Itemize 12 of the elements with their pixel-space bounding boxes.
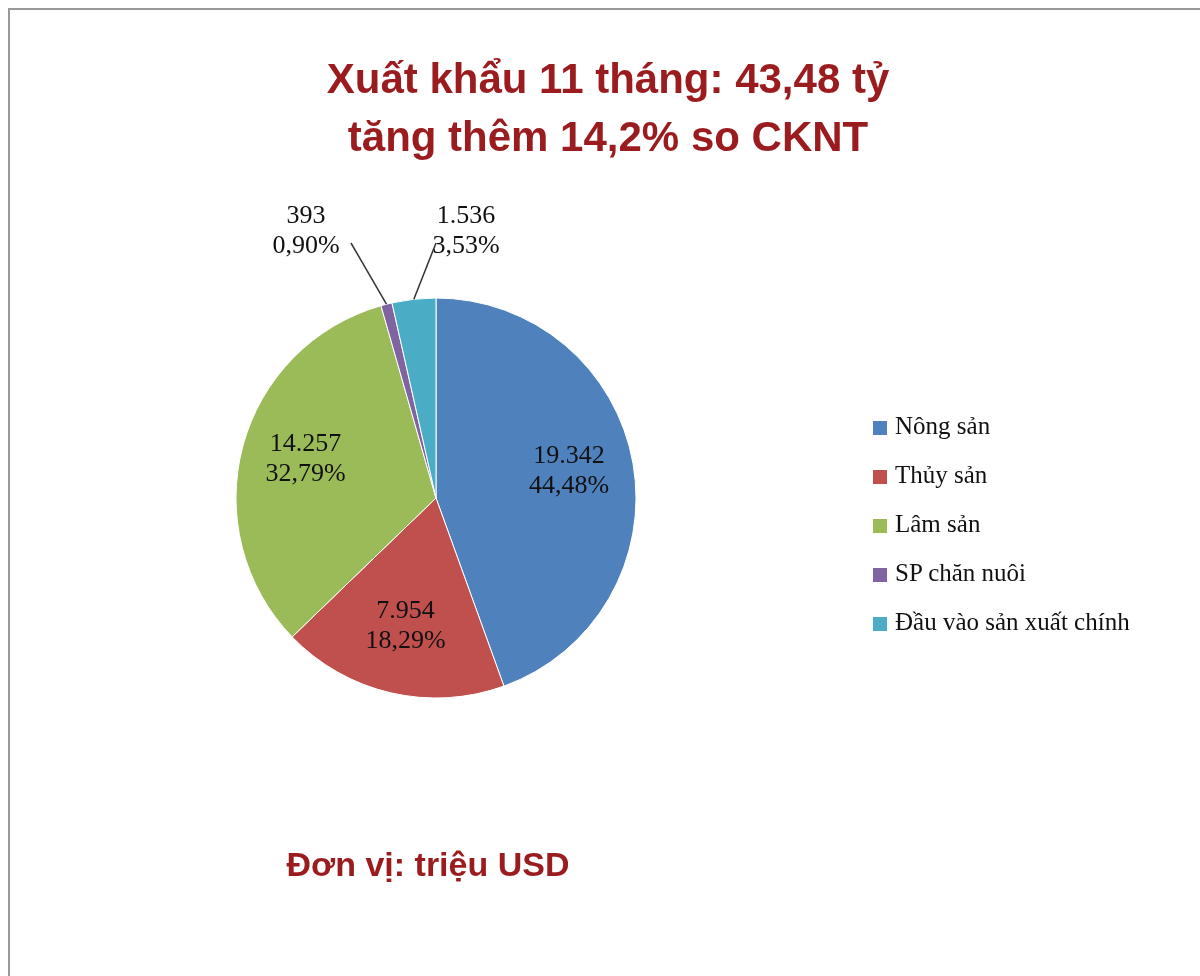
text: Đơn vị: triệu USD bbox=[286, 845, 570, 883]
legend-label: SP chăn nuôi bbox=[895, 559, 1027, 586]
legend-label: Nông sản bbox=[895, 412, 991, 439]
legend-label: Lâm sản bbox=[895, 510, 981, 537]
legend-label: Thủy sản bbox=[895, 461, 988, 488]
data-label: 14.257 32,79% bbox=[265, 428, 346, 488]
data-label: 393 0,90% bbox=[272, 200, 340, 259]
data-label: 1.536 3,53% bbox=[432, 200, 500, 259]
data-label: 7.954 18,29% bbox=[365, 594, 446, 654]
data-label: 19.342 44,48% bbox=[528, 439, 610, 499]
legend-label: Đầu vào sản xuất chính bbox=[895, 608, 1131, 635]
chart-title: Xuất khẩu 11 tháng: 43,48 tỷ tăng thêm 14,2% so CKNT bbox=[326, 55, 890, 160]
